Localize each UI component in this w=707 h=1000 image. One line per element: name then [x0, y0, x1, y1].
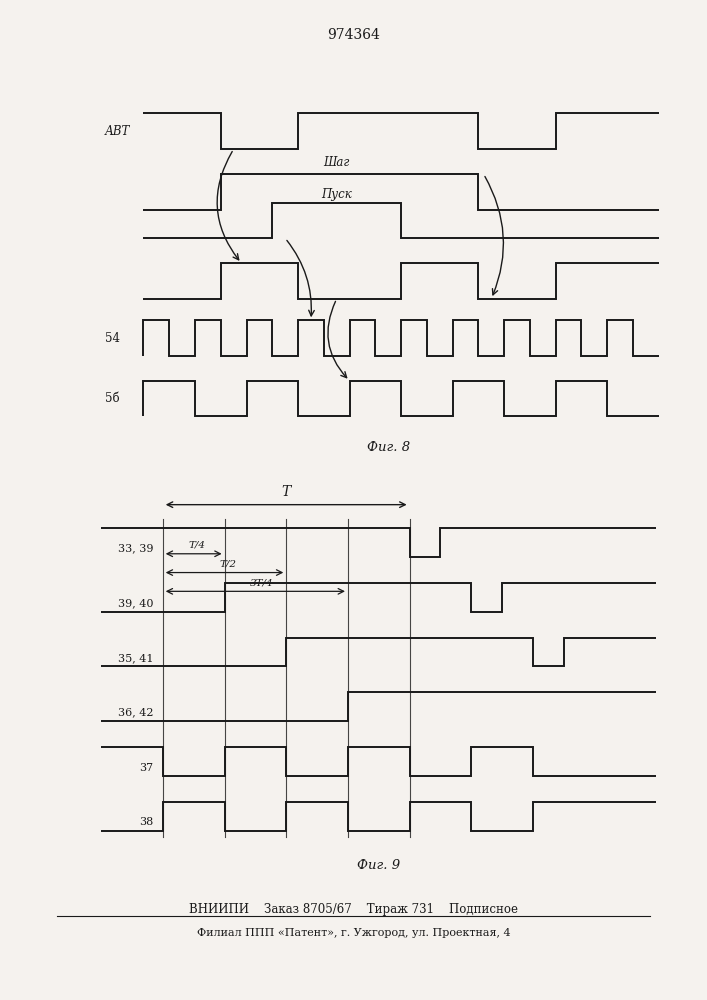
Text: 3T/4: 3T/4	[250, 578, 274, 587]
Text: 5б: 5б	[105, 392, 119, 405]
Text: 38: 38	[139, 817, 153, 827]
Text: Шаг: Шаг	[324, 156, 350, 169]
Text: 33, 39: 33, 39	[118, 543, 153, 553]
Text: T/2: T/2	[219, 559, 236, 568]
Text: 39, 40: 39, 40	[118, 598, 153, 608]
Text: 54: 54	[105, 332, 119, 345]
Text: ВНИИПИ    Заказ 8705/67    Тираж 731    Подписное: ВНИИПИ Заказ 8705/67 Тираж 731 Подписное	[189, 903, 518, 916]
Text: T/4: T/4	[188, 540, 205, 549]
Text: Фиг. 8: Фиг. 8	[367, 441, 410, 454]
Text: Пуск: Пуск	[321, 188, 352, 201]
Text: Филиал ППП «Патент», г. Ужгород, ул. Проектная, 4: Филиал ППП «Патент», г. Ужгород, ул. Про…	[197, 928, 510, 938]
Text: 974364: 974364	[327, 28, 380, 42]
Text: АВТ: АВТ	[105, 125, 130, 138]
Text: T: T	[281, 485, 291, 499]
Text: Фиг. 9: Фиг. 9	[357, 859, 400, 872]
Text: 37: 37	[139, 763, 153, 773]
Text: 36, 42: 36, 42	[118, 708, 153, 718]
Text: 35, 41: 35, 41	[118, 653, 153, 663]
